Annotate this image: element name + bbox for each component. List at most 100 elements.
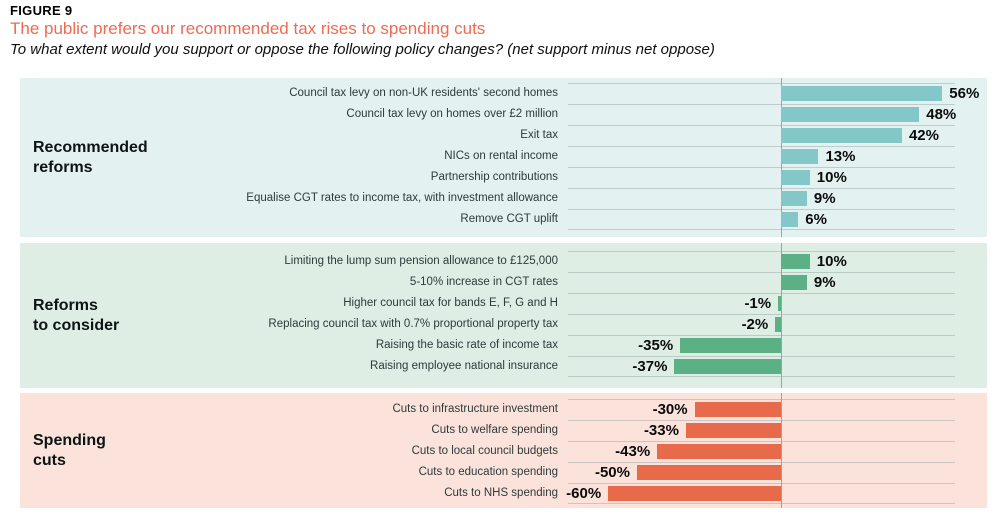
gridline <box>568 104 955 105</box>
gridline <box>568 125 955 126</box>
value-label: -43% <box>615 443 651 460</box>
bar <box>657 444 781 459</box>
value-label: -30% <box>652 401 688 418</box>
category-label: Council tax levy on homes over £2 millio… <box>346 108 558 120</box>
bar <box>781 107 920 122</box>
gridline <box>568 251 955 252</box>
section-label-spending-cuts: Spending cuts <box>33 431 106 469</box>
bar <box>781 275 807 290</box>
value-label: 10% <box>816 169 847 186</box>
category-label: Higher council tax for bands E, F, G and… <box>343 297 558 309</box>
bar <box>781 170 810 185</box>
category-label: Cuts to education spending <box>418 466 558 478</box>
gridline <box>568 399 955 400</box>
bar-row: 5-10% increase in CGT rates 9% <box>20 272 987 293</box>
bar-row: Cuts to infrastructure investment -30% <box>20 399 987 420</box>
section-panel-spending-cuts: Spending cuts Cuts to infrastructure inve… <box>20 393 987 508</box>
bar-row: Cuts to local council budgets -43% <box>20 441 987 462</box>
gridline <box>568 503 955 504</box>
gridline <box>568 167 955 168</box>
bar-row: Limiting the lump sum pension allowance … <box>20 251 987 272</box>
value-label: 42% <box>908 127 939 144</box>
bar-rows: Limiting the lump sum pension allowance … <box>20 251 987 377</box>
category-label: Replacing council tax with 0.7% proporti… <box>268 318 558 330</box>
section-label-recommended-reforms: Recommended reforms <box>33 138 148 176</box>
gridline <box>568 146 955 147</box>
category-label: Remove CGT uplift <box>460 213 558 225</box>
value-label: -2% <box>741 316 769 333</box>
value-label: 9% <box>813 190 836 207</box>
value-label: 56% <box>949 85 980 102</box>
gridline <box>568 376 955 377</box>
bar <box>674 359 781 374</box>
section-label-reforms-to-consider: Reforms to consider <box>33 296 120 334</box>
value-label: 6% <box>805 211 827 228</box>
bar-row: Raising employee national insurance -37% <box>20 356 987 377</box>
figure-subtitle: To what extent would you support or oppo… <box>10 41 715 58</box>
value-label: -60% <box>566 485 602 502</box>
value-label: -33% <box>643 422 679 439</box>
value-label: 10% <box>816 253 847 270</box>
bar-row: Remove CGT uplift 6% <box>20 209 987 230</box>
bar <box>781 212 799 227</box>
section-panel-recommended-reforms: Recommended reforms Council tax levy on n… <box>20 78 987 237</box>
bar <box>608 486 781 501</box>
gridline <box>568 356 955 357</box>
gridline <box>568 272 955 273</box>
bar <box>781 86 943 101</box>
bar-rows: Cuts to infrastructure investment -30% Cut… <box>20 399 987 504</box>
bar <box>781 254 810 269</box>
value-label: 13% <box>825 148 856 165</box>
gridline <box>568 314 955 315</box>
bar <box>781 149 819 164</box>
gridline <box>568 229 955 230</box>
category-label: Equalise CGT rates to income tax, with i… <box>246 192 558 204</box>
value-label: -37% <box>632 358 668 375</box>
bar-row: Raising the basic rate of income tax -35% <box>20 335 987 356</box>
gridline <box>568 293 955 294</box>
category-label: Cuts to infrastructure investment <box>392 403 558 415</box>
category-label: Raising the basic rate of income tax <box>375 339 558 351</box>
bar-row: Cuts to NHS spending -60% <box>20 483 987 504</box>
value-label: -35% <box>638 337 674 354</box>
category-label: Cuts to welfare spending <box>431 424 558 436</box>
gridline <box>568 420 955 421</box>
category-label: 5-10% increase in CGT rates <box>409 276 558 288</box>
category-label: Cuts to NHS spending <box>444 487 558 499</box>
gridline <box>568 335 955 336</box>
bar <box>694 402 781 417</box>
gridline <box>568 83 955 84</box>
bar-row: Council tax levy on non-UK residents' se… <box>20 83 987 104</box>
bar-row: Partnership contributions 10% <box>20 167 987 188</box>
bar <box>775 317 781 332</box>
value-label: -1% <box>744 295 772 312</box>
category-label: Council tax levy on non-UK residents' se… <box>289 87 558 99</box>
bar-row: Equalise CGT rates to income tax, with i… <box>20 188 987 209</box>
category-label: Exit tax <box>520 129 558 141</box>
gridline <box>568 188 955 189</box>
category-label: Cuts to local council budgets <box>411 445 558 457</box>
figure-title: The public prefers our recommended tax r… <box>10 19 486 38</box>
bar-row: Replacing council tax with 0.7% proporti… <box>20 314 987 335</box>
zero-axis-line <box>781 393 782 508</box>
bar-row: Cuts to welfare spending -33% <box>20 420 987 441</box>
category-label: Limiting the lump sum pension allowance … <box>284 255 558 267</box>
bar-row: Cuts to education spending -50% <box>20 462 987 483</box>
category-label: NICs on rental income <box>444 150 558 162</box>
bar-rows: Council tax levy on non-UK residents' se… <box>20 83 987 230</box>
bar <box>637 465 781 480</box>
category-label: Partnership contributions <box>430 171 558 183</box>
section-panel-reforms-to-consider: Reforms to consider Limiting the lump sum… <box>20 243 987 388</box>
bar-row: NICs on rental income 13% <box>20 146 987 167</box>
zero-axis-line <box>781 243 782 388</box>
gridline <box>568 483 955 484</box>
bar <box>781 191 807 206</box>
bar-row: Exit tax 42% <box>20 125 987 146</box>
value-label: 9% <box>813 274 836 291</box>
bar-row: Council tax levy on homes over £2 millio… <box>20 104 987 125</box>
bar-row: Higher council tax for bands E, F, G and… <box>20 293 987 314</box>
bar <box>781 128 902 143</box>
figure-number: FIGURE 9 <box>10 3 73 18</box>
bar <box>778 296 781 311</box>
